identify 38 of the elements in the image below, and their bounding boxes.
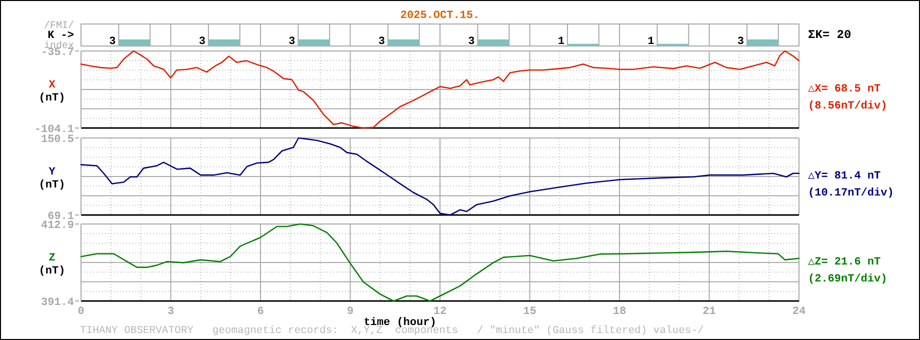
text: △Z= 21.6 nT (808, 256, 882, 268)
x-tick-label: 3 (167, 306, 174, 318)
data-label: 3 (378, 36, 386, 48)
x-tick-label: 21 (702, 306, 716, 318)
y-tick-label: 412.9 (40, 220, 74, 232)
x-tick-label: 12 (433, 306, 447, 318)
data-label: 3 (468, 36, 476, 48)
y-tick-label: -104.1 (34, 124, 74, 136)
x-tick-label: 24 (792, 306, 806, 318)
text: ΣK= 20 (808, 28, 852, 42)
data-label: 3 (198, 36, 206, 48)
text: /FMI/ (44, 20, 74, 32)
text: (10.17nT/div) (808, 188, 894, 200)
x-tick-label: 18 (612, 306, 626, 318)
y-tick-label: -35.7 (40, 47, 74, 59)
y-tick-label: 391.4 (40, 297, 74, 309)
text: X (48, 80, 56, 92)
data-label: 1 (558, 36, 565, 48)
data-label: 3 (288, 36, 296, 48)
y-axis-title: (nT) (38, 266, 66, 278)
y-axis-title: K -> (48, 30, 74, 42)
text: Z (48, 252, 56, 264)
data-label: 3 (737, 36, 744, 48)
text: △Y= 81.4 nT (808, 170, 882, 182)
data-label: 1 (648, 36, 655, 48)
x-tick-label: 6 (257, 306, 264, 318)
y-axis-title: (nT) (38, 92, 66, 104)
text: (8.56nT/div) (808, 100, 888, 112)
x-tick-label: 9 (346, 306, 354, 318)
y-axis-title: (nT) (38, 180, 66, 192)
text: (2.69nT/div) (808, 274, 888, 286)
y-tick-label: 150.5 (40, 134, 74, 146)
text: Y (48, 166, 56, 178)
x-tick-label: 0 (78, 306, 84, 318)
x-tick-label: 15 (523, 306, 537, 318)
chart-title: 2025.OCT.15. (400, 10, 480, 22)
data-label: 3 (109, 36, 116, 48)
text: △X= 68.5 nT (808, 84, 882, 96)
